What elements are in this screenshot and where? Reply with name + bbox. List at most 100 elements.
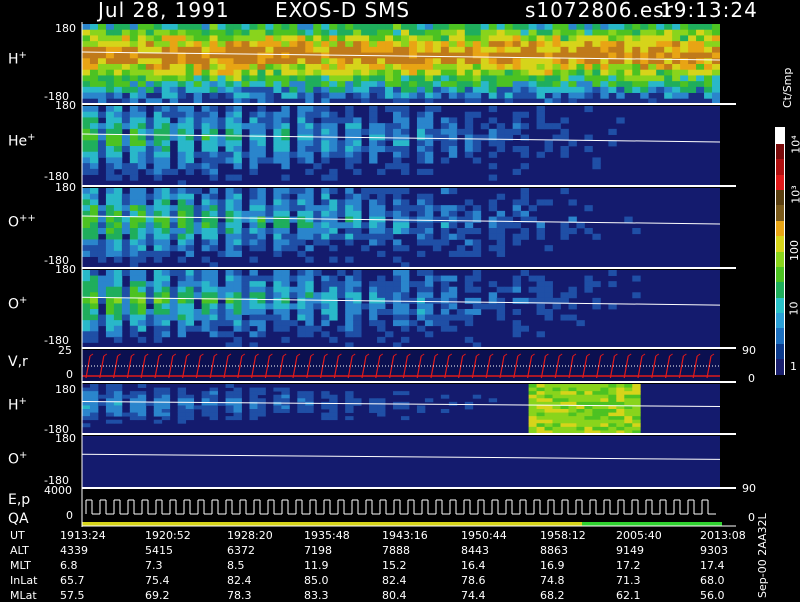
heatmap-cell (313, 112, 321, 118)
heatmap-cell (513, 276, 521, 282)
heatmap-cell (297, 326, 305, 332)
heatmap-cell (529, 58, 537, 64)
heatmap-cell (568, 427, 576, 431)
heatmap-cell (98, 245, 106, 251)
heatmap-cell (401, 93, 409, 99)
heatmap-cell (704, 24, 712, 30)
heatmap-cell (249, 222, 257, 228)
heatmap-cell (425, 320, 433, 326)
heatmap-cell (369, 281, 377, 287)
heatmap-cell (529, 405, 537, 409)
heatmap-cell (186, 281, 194, 287)
heatmap-cell (297, 41, 305, 47)
heatmap-cell (680, 41, 688, 47)
heatmap-cell (305, 47, 313, 53)
heatmap-cell (273, 405, 281, 409)
heatmap-cell (234, 245, 242, 251)
heatmap-cell (489, 140, 497, 146)
heatmap-cell (608, 64, 616, 70)
heatmap-cell (473, 87, 481, 93)
heatmap-cell (281, 245, 289, 251)
heatmap-cell (273, 129, 281, 135)
heatmap-cell (377, 64, 385, 70)
heatmap-cell (305, 315, 313, 321)
heatmap-cell (545, 395, 553, 399)
heatmap-cell (82, 326, 90, 332)
heatmap-cell (226, 194, 234, 200)
heatmap-cell (297, 106, 305, 112)
heatmap-cell (82, 169, 90, 175)
heatmap-cell (154, 292, 162, 298)
heatmap-cell (162, 199, 170, 205)
heatmap-cell (449, 70, 457, 76)
heatmap-cell (289, 276, 297, 282)
heatmap-cell (385, 93, 393, 99)
heatmap-cell (130, 402, 138, 406)
heatmap-cell (377, 123, 385, 129)
heatmap-cell (90, 135, 98, 141)
heatmap-cell (545, 245, 553, 251)
heatmap-cell (353, 331, 361, 337)
heatmap-cell (377, 222, 385, 228)
heatmap-cell (146, 64, 154, 70)
heatmap-cell (353, 152, 361, 158)
heatmap-cell (473, 47, 481, 53)
heatmap-cell (106, 388, 114, 392)
heatmap-cell (162, 169, 170, 175)
heatmap-cell (417, 205, 425, 211)
heatmap-cell (210, 188, 218, 194)
heatmap-cell (449, 315, 457, 321)
heatmap-cell (90, 35, 98, 41)
heatmap-cell (449, 58, 457, 64)
heatmap-cell (473, 30, 481, 36)
heatmap-cell (321, 416, 329, 420)
heatmap-cell (90, 298, 98, 304)
heatmap-cell (249, 112, 257, 118)
heatmap-cell (154, 169, 162, 175)
heatmap-cell (545, 309, 553, 315)
heatmap-cell (529, 395, 537, 399)
heatmap-cell (170, 228, 178, 234)
heatmap-cell (178, 199, 186, 205)
heatmap-cell (337, 93, 345, 99)
heatmap-cell (345, 163, 353, 169)
heatmap-cell (249, 320, 257, 326)
heatmap-cell (138, 217, 146, 223)
heatmap-cell (449, 35, 457, 41)
heatmap-cell (584, 35, 592, 41)
heatmap-cell (226, 416, 234, 420)
heatmap-cell (584, 205, 592, 211)
heatmap-cell (162, 281, 170, 287)
heatmap-cell (106, 140, 114, 146)
heatmap-cell (568, 287, 576, 293)
heatmap-cell (114, 239, 122, 245)
heatmap-cell (146, 41, 154, 47)
heatmap-cell (704, 70, 712, 76)
heatmap-cell (202, 405, 210, 409)
heatmap-cell (345, 234, 353, 240)
heatmap-cell (226, 320, 234, 326)
heatmap-cell (584, 87, 592, 93)
heatmap-cell (305, 87, 313, 93)
heatmap-cell (226, 384, 234, 388)
heatmap-cell (210, 228, 218, 234)
heatmap-cell (584, 395, 592, 399)
heatmap-cell (640, 53, 648, 59)
heatmap-cell (329, 303, 337, 309)
heatmap-cell (632, 276, 640, 282)
heatmap-cell (441, 35, 449, 41)
heatmap-cell (106, 146, 114, 152)
heatmap-cell (401, 58, 409, 64)
heatmap-cell (202, 70, 210, 76)
heatmap-cell (257, 405, 265, 409)
heatmap-cell (425, 298, 433, 304)
heatmap-cell (226, 47, 234, 53)
heatmap-cell (249, 276, 257, 282)
heatmap-cell (218, 47, 226, 53)
heatmap-cell (489, 93, 497, 99)
heatmap-cell (114, 391, 122, 395)
heatmap-cell (672, 93, 680, 99)
heatmap-cell (305, 309, 313, 315)
heatmap-cell (281, 315, 289, 321)
heatmap-cell (226, 81, 234, 87)
